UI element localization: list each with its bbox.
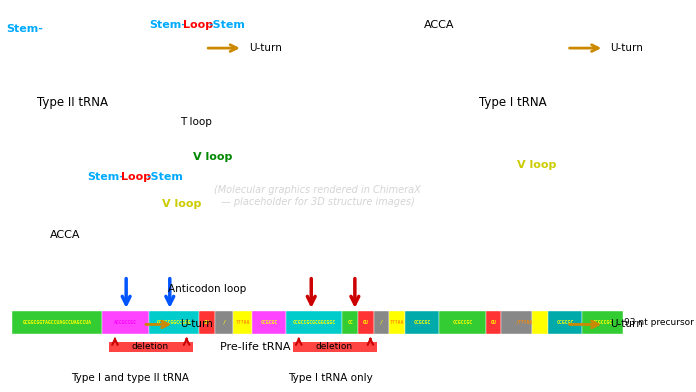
Text: Pre-life tRNA: Pre-life tRNA	[220, 342, 290, 352]
Text: CCGCGC: CCGCGC	[413, 320, 431, 325]
Text: /???AA: /???AA	[516, 320, 533, 325]
FancyBboxPatch shape	[233, 311, 252, 334]
FancyBboxPatch shape	[109, 342, 193, 352]
FancyBboxPatch shape	[439, 311, 486, 334]
FancyBboxPatch shape	[252, 311, 286, 334]
Text: CCGCCGC: CCGCCGC	[452, 320, 473, 325]
Text: Anticodon loop: Anticodon loop	[168, 285, 246, 294]
Text: CC: CC	[347, 320, 353, 325]
Text: V loop: V loop	[193, 152, 232, 162]
Text: GU: GU	[204, 320, 209, 325]
FancyBboxPatch shape	[12, 311, 102, 334]
Text: U-turn: U-turn	[180, 319, 213, 329]
FancyBboxPatch shape	[486, 311, 501, 334]
Text: ACCGCCGC: ACCGCCGC	[114, 320, 137, 325]
Text: U-turn: U-turn	[610, 319, 643, 329]
Text: GU: GU	[363, 320, 369, 325]
Text: T loop: T loop	[180, 117, 212, 127]
Text: Stem-: Stem-	[149, 20, 186, 30]
Text: V loop: V loop	[161, 199, 201, 209]
Text: GCGGCGGTAGCCUAGCCUAGCCUA: GCGGCGGTAGCCUAGCCUAGCCUA	[23, 320, 92, 325]
Text: GCGGCGGCCGGG: GCGGCGGCCGGG	[157, 320, 191, 325]
FancyBboxPatch shape	[548, 311, 583, 334]
FancyBboxPatch shape	[532, 311, 548, 334]
FancyBboxPatch shape	[501, 311, 532, 334]
Text: ???AA: ???AA	[235, 320, 250, 325]
FancyBboxPatch shape	[286, 311, 342, 334]
Text: GU: GU	[491, 320, 496, 325]
Text: U-turn: U-turn	[249, 43, 282, 53]
FancyBboxPatch shape	[102, 311, 149, 334]
FancyBboxPatch shape	[214, 311, 233, 334]
Text: ACCA: ACCA	[423, 20, 454, 30]
Text: Stem-: Stem-	[6, 24, 43, 34]
FancyBboxPatch shape	[389, 311, 404, 334]
Text: ACCA: ACCA	[49, 230, 80, 240]
Text: 93 nt precursor: 93 nt precursor	[624, 318, 694, 327]
Text: /: /	[223, 320, 226, 325]
Text: Type I tRNA only: Type I tRNA only	[287, 373, 372, 383]
Text: -Stem: -Stem	[208, 20, 245, 30]
Text: deletion: deletion	[132, 342, 169, 351]
FancyBboxPatch shape	[404, 311, 439, 334]
Text: -Stem: -Stem	[146, 172, 183, 181]
Text: Type I tRNA: Type I tRNA	[480, 96, 547, 109]
Text: CCGCCGCGCGGCGGC: CCGCCGCGCGGCGGC	[293, 320, 336, 325]
Text: CCGCGC: CCGCGC	[260, 320, 278, 325]
FancyBboxPatch shape	[374, 311, 389, 334]
FancyBboxPatch shape	[199, 311, 214, 334]
FancyBboxPatch shape	[583, 311, 623, 334]
Text: Loop: Loop	[121, 172, 151, 181]
FancyBboxPatch shape	[342, 311, 358, 334]
Text: CCGCCGC: CCGCCGC	[592, 320, 612, 325]
FancyBboxPatch shape	[149, 311, 199, 334]
Text: Type I and type II tRNA: Type I and type II tRNA	[72, 373, 189, 383]
Text: Stem-: Stem-	[87, 172, 124, 181]
Text: CCGCGC: CCGCGC	[557, 320, 574, 325]
Text: Type II tRNA: Type II tRNA	[37, 96, 108, 109]
Text: V loop: V loop	[517, 160, 556, 170]
FancyBboxPatch shape	[358, 311, 374, 334]
Text: /: /	[380, 320, 383, 325]
Text: (Molecular graphics rendered in ChimeraX
— placeholder for 3D structure images): (Molecular graphics rendered in ChimeraX…	[214, 185, 421, 207]
Text: U-turn: U-turn	[610, 43, 643, 53]
Text: deletion: deletion	[316, 342, 353, 351]
FancyBboxPatch shape	[292, 342, 377, 352]
Text: Loop: Loop	[184, 20, 214, 30]
Text: ???AA: ???AA	[390, 320, 404, 325]
